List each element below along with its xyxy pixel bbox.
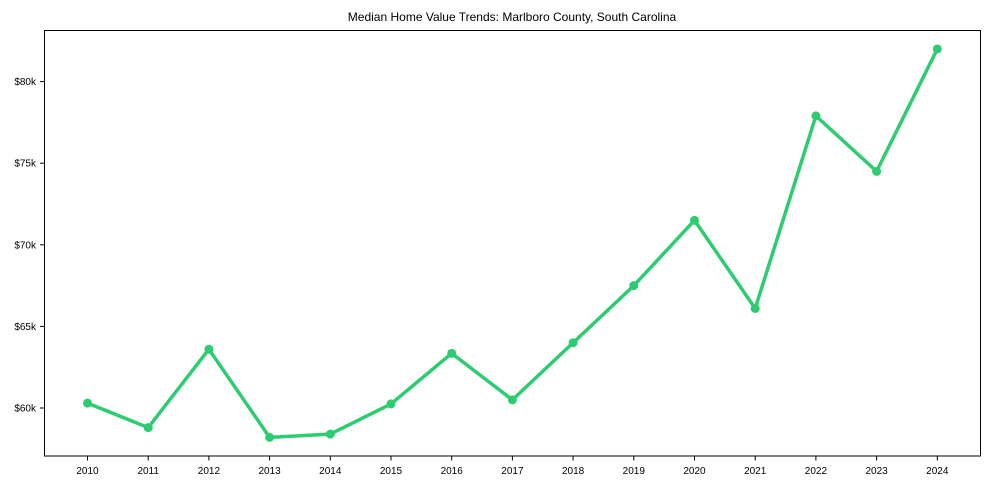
data-point (265, 432, 275, 442)
x-tick-label: 2021 (744, 466, 767, 477)
data-point (83, 398, 92, 408)
data-point (629, 281, 639, 291)
data-point (750, 303, 760, 313)
x-tick-label: 2020 (683, 466, 706, 477)
data-point (932, 44, 942, 54)
x-tick-label: 2016 (441, 466, 464, 477)
x-tick-label: 2022 (805, 466, 828, 477)
x-tick-label: 2019 (623, 466, 646, 477)
x-tick-label: 2014 (319, 466, 342, 477)
x-tick-label: 2023 (865, 466, 888, 477)
x-tick-label: 2018 (562, 466, 585, 477)
series-line (86, 48, 939, 440)
y-tick-label: $75k (14, 159, 37, 170)
y-axis: $60k $65k $70k $75k $80k (14, 77, 45, 415)
x-tick-label: 2012 (198, 466, 221, 477)
data-point (811, 111, 821, 121)
data-point (386, 399, 396, 409)
data-point (447, 348, 457, 358)
data-point (690, 215, 699, 225)
x-tick-label: 2015 (380, 466, 403, 477)
x-tick-label: 2024 (926, 466, 949, 477)
x-tick-label: 2010 (76, 466, 99, 477)
data-point (143, 423, 153, 433)
chart-title: Median Home Value Trends: Marlboro Count… (348, 10, 677, 24)
data-series (83, 44, 942, 442)
data-point (507, 395, 517, 405)
y-tick-label: $60k (14, 404, 37, 415)
x-axis: 2010 2011 2012 2013 2014 2015 2016 2017 2018 2019… (76, 456, 949, 477)
data-point (568, 338, 578, 348)
y-tick-label: $65k (14, 322, 37, 333)
y-tick-label: $80k (14, 77, 37, 88)
x-tick-label: 2011 (137, 466, 159, 477)
data-point (872, 166, 882, 176)
x-tick-label: 2017 (501, 466, 524, 477)
y-tick-label: $70k (14, 240, 37, 251)
data-point (325, 429, 335, 439)
plot-frame (44, 30, 981, 457)
x-tick-label: 2013 (258, 466, 281, 477)
data-point (204, 344, 214, 354)
